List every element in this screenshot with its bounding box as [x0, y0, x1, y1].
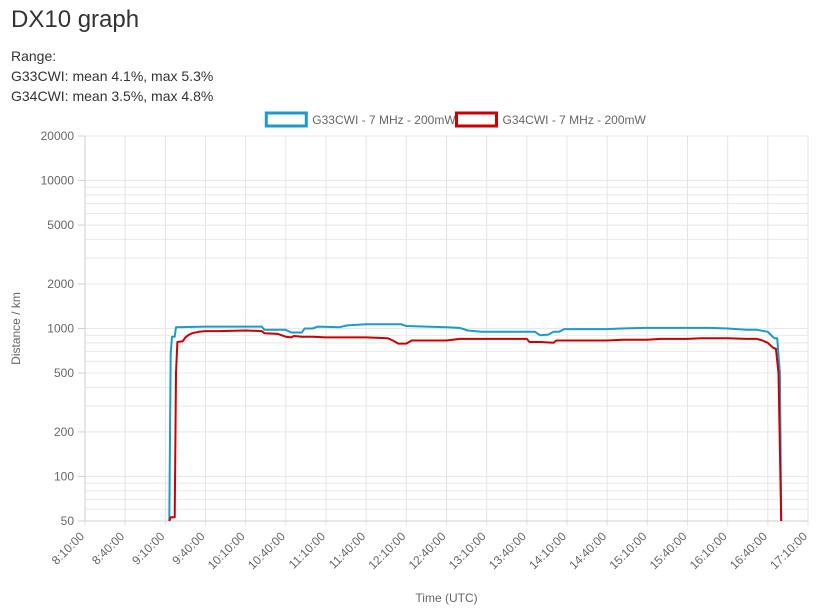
x-tick-label: 13:10:00	[446, 529, 489, 572]
x-tick-label: 12:40:00	[406, 529, 449, 572]
x-tick-label: 10:40:00	[245, 529, 288, 572]
y-tick-label: 500	[54, 366, 74, 380]
x-tick-label: 11:10:00	[286, 529, 329, 572]
y-tick-label: 5000	[47, 218, 74, 232]
x-tick-label: 13:40:00	[486, 529, 529, 572]
x-tick-label: 14:40:00	[566, 529, 609, 572]
y-tick-label: 200	[54, 425, 74, 439]
y-axis-title: Distance / km	[9, 292, 23, 365]
y-tick-label: 20000	[41, 129, 75, 143]
x-tick-label: 14:10:00	[526, 529, 569, 572]
y-axis-ticks: 50 100 200 500 1000 2000 5000 10000 20000	[41, 129, 85, 528]
x-tick-label: 12:10:00	[366, 529, 409, 572]
x-axis-title: Time (UTC)	[415, 591, 477, 605]
x-tick-label: 17:10:00	[767, 529, 810, 572]
x-tick-label: 16:40:00	[727, 529, 770, 572]
y-tick-label: 10000	[41, 174, 75, 188]
legend-label: G34CWI - 7 MHz - 200mW	[503, 113, 647, 127]
chart-legend[interactable]: G33CWI - 7 MHz - 200mW G34CWI - 7 MHz - 2…	[264, 111, 647, 128]
x-tick-label: 9:40:00	[169, 529, 207, 567]
legend-item-g33cwi[interactable]: G33CWI - 7 MHz - 200mW	[264, 111, 456, 128]
x-tick-label: 11:40:00	[326, 529, 369, 572]
x-tick-label: 8:10:00	[49, 529, 87, 567]
chart-grid	[84, 135, 809, 526]
x-tick-label: 16:10:00	[687, 529, 730, 572]
series-line-g34cwi	[168, 329, 783, 522]
y-tick-label: 100	[54, 469, 74, 483]
legend-item-g34cwi[interactable]: G34CWI - 7 MHz - 200mW	[455, 111, 647, 128]
stat-line-g33cwi: G33CWI: mean 4.1%, max 5.3%	[11, 68, 214, 84]
range-stats: Range: G33CWI: mean 4.1%, max 5.3% G34CW…	[11, 46, 213, 106]
legend-swatch	[264, 111, 308, 128]
series-line-g33cwi	[168, 323, 783, 522]
range-label: Range:	[11, 48, 57, 64]
y-tick-label: 1000	[47, 322, 74, 336]
legend-label: G33CWI - 7 MHz - 200mW	[312, 113, 456, 127]
x-tick-label: 10:10:00	[205, 529, 248, 572]
x-tick-label: 9:10:00	[129, 529, 167, 567]
legend-swatch	[455, 111, 498, 128]
page-title: DX10 graph	[11, 6, 140, 33]
x-tick-label: 8:40:00	[89, 529, 127, 567]
x-axis-ticks: 8:10:00 8:40:00 9:10:00 9:40:0010:10:0010:4…	[49, 529, 810, 572]
y-tick-label: 2000	[47, 277, 74, 291]
chart-series	[168, 323, 783, 522]
x-tick-label: 15:10:00	[607, 529, 650, 572]
stat-line-g34cwi: G34CWI: mean 3.5%, max 4.8%	[11, 88, 214, 104]
x-tick-label: 15:40:00	[647, 529, 690, 572]
y-tick-label: 50	[61, 514, 75, 528]
